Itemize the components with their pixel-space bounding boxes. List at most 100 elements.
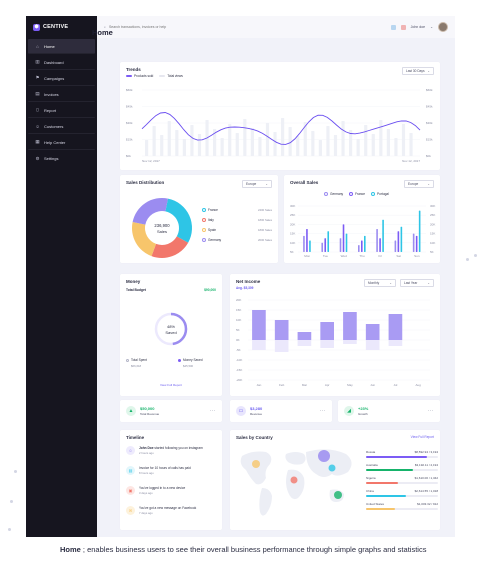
timeline-item[interactable]: ▣ You've logged in to a new device 3 day… xyxy=(126,486,209,495)
map-landmass xyxy=(240,449,352,516)
x-tick-label: Fri xyxy=(379,254,383,258)
trend-bar xyxy=(341,121,345,156)
sales-distribution-title: Sales Distribution xyxy=(126,180,165,185)
timeline-item[interactable]: ☺ John Doe started following you on inst… xyxy=(126,446,209,455)
donut-slice-italy xyxy=(151,236,189,258)
overall-sales-bar xyxy=(339,238,342,252)
message-icon[interactable] xyxy=(400,24,406,30)
sidebar-item-campaigns[interactable]: ⚑ Campaigns xyxy=(28,71,95,86)
overall-sales-select[interactable]: Europe ⌄ xyxy=(404,180,434,188)
stat-card-growth[interactable]: ◢ +23% Growth ··· xyxy=(338,400,440,422)
money-card: Money Total Budget $90,000 48% Saved Tot… xyxy=(120,274,222,396)
trend-bar xyxy=(265,123,270,156)
sidebar-item-help-center[interactable]: ▦ Help Center xyxy=(28,135,95,150)
country-value: $2,614.55 / 1,018 xyxy=(414,489,438,493)
legend-value: 1800 Sales xyxy=(258,218,272,222)
trends-range-select[interactable]: Last 30 Days ⌄ xyxy=(402,67,434,75)
trend-bar xyxy=(175,130,179,156)
overall-sales-bar xyxy=(394,240,397,252)
trend-bar xyxy=(288,127,292,156)
y-tick-label: 15K xyxy=(430,232,435,236)
net-income-title: Net Income xyxy=(236,279,261,284)
sidebar-item-settings[interactable]: ⚙ Settings xyxy=(28,151,95,166)
country-value: $8,592.94 / 3,194 xyxy=(414,450,438,454)
view-full-report-link[interactable]: View Full Report xyxy=(160,383,182,387)
country-name: Nigeria xyxy=(366,476,376,480)
decor-dot xyxy=(8,528,11,531)
message-icon: ✉ xyxy=(126,506,135,515)
trend-bar xyxy=(152,126,156,156)
budget-value: $90,000 xyxy=(204,288,216,292)
sidebar-item-home[interactable]: ⌂ Home xyxy=(28,39,95,54)
trend-bar xyxy=(220,138,224,156)
donut-center-label: Sales xyxy=(157,229,167,234)
net-income-chart: 20K 15K 10K 5K 0K -5K -10K -15K -20K Jan Feb Mar Apr… xyxy=(236,298,430,387)
country-bar xyxy=(366,469,413,471)
overall-sales-bar xyxy=(400,226,403,252)
x-tick-label: Mon xyxy=(304,254,310,258)
overall-sales-bar xyxy=(324,238,327,252)
avatar[interactable] xyxy=(438,22,448,32)
timeline-card: Timeline ☺ John Doe started following yo… xyxy=(120,430,222,530)
brand-logo-icon: ⬢ xyxy=(33,23,40,31)
x-tick-label: Tue xyxy=(323,254,328,258)
trend-bar xyxy=(409,133,413,156)
sidebar-item-customers[interactable]: ☺ Customers xyxy=(28,119,95,134)
notification-icon[interactable] xyxy=(390,24,396,30)
gear-icon: ⚙ xyxy=(35,155,40,161)
trend-bar xyxy=(190,125,194,156)
legend-label: Products sold xyxy=(134,74,154,78)
money-title: Money xyxy=(126,279,141,284)
legend-swatch xyxy=(324,192,328,196)
select-value: Europe xyxy=(246,182,257,186)
topbar: ⌕ John doe ⌄ xyxy=(97,16,455,38)
stat-card-total-revenue[interactable]: ▲ $50,000 Total Revenue ··· xyxy=(120,400,222,422)
y-tick-label: $0k xyxy=(126,154,131,158)
timeline-text: You've got a new message on Facebook xyxy=(139,506,197,510)
timeline-item[interactable]: ✉ You've got a new message on Facebook 7… xyxy=(126,506,209,515)
legend-label: Italy xyxy=(208,218,214,222)
more-icon[interactable]: ··· xyxy=(209,408,216,414)
chevron-down-icon: ⌄ xyxy=(427,69,430,73)
net-income-year-select[interactable]: Last Year ⌄ xyxy=(400,279,434,287)
more-icon[interactable]: ··· xyxy=(427,408,434,414)
sidebar-item-label: Invoices xyxy=(44,91,59,97)
legend-value: 1800 Sales xyxy=(258,228,272,232)
view-full-report-link[interactable]: View Full Report xyxy=(410,435,434,439)
timeline-title: Timeline xyxy=(126,435,145,440)
stat-label: Revenue xyxy=(250,412,263,416)
net-income-period-select[interactable]: Monthly ⌄ xyxy=(364,279,396,287)
more-icon[interactable]: ··· xyxy=(319,408,326,414)
trend-bar xyxy=(349,130,353,156)
map-bubble-united-states xyxy=(252,460,260,468)
chevron-down-icon[interactable]: ⌄ xyxy=(430,25,433,29)
user-name[interactable]: John doe xyxy=(410,25,426,29)
y-tick-label: $15k xyxy=(426,138,433,142)
overall-sales-bar xyxy=(358,245,360,252)
trend-bar xyxy=(235,133,239,156)
timeline-item[interactable]: ▤ Invoice for 10 hours of calls has paid… xyxy=(126,466,209,475)
y-tick-label: $60k xyxy=(126,88,133,92)
sidebar-item-invoices[interactable]: ▤ Invoices xyxy=(28,87,95,102)
y-tick-label: 25K xyxy=(430,213,435,217)
trend-bar xyxy=(243,119,247,156)
stat-card-revenue[interactable]: ▭ $3,280 Revenue ··· xyxy=(230,400,332,422)
sales-distribution-select[interactable]: Europe ⌄ xyxy=(242,180,272,188)
net-income-bar-negative xyxy=(388,340,403,346)
x-tick-label: Jan xyxy=(256,383,261,387)
timeline-time: 8 hours ago xyxy=(139,471,154,475)
x-tick-label: Mar xyxy=(302,383,307,387)
sales-by-country-card: Sales by Country View Full Report Russia… xyxy=(230,430,440,530)
sidebar-item-dashboard[interactable]: ▥ Dashboard xyxy=(28,55,95,70)
invoice-icon: ▤ xyxy=(35,91,40,96)
legend-swatch xyxy=(371,192,376,196)
y-tick-label: $30k xyxy=(126,121,133,125)
overall-sales-bar xyxy=(303,235,305,252)
sidebar-item-report[interactable]: ▯ Report xyxy=(28,103,95,118)
y-tick-label: $30k xyxy=(426,121,433,125)
search-input[interactable] xyxy=(108,25,239,29)
net-income-card: Net Income Avg. $5,309 Monthly ⌄ Last Ye… xyxy=(230,274,440,396)
trend-bar xyxy=(197,134,202,156)
y-tick-label: 25K xyxy=(290,213,295,217)
y-tick-label: 30K xyxy=(290,204,295,208)
